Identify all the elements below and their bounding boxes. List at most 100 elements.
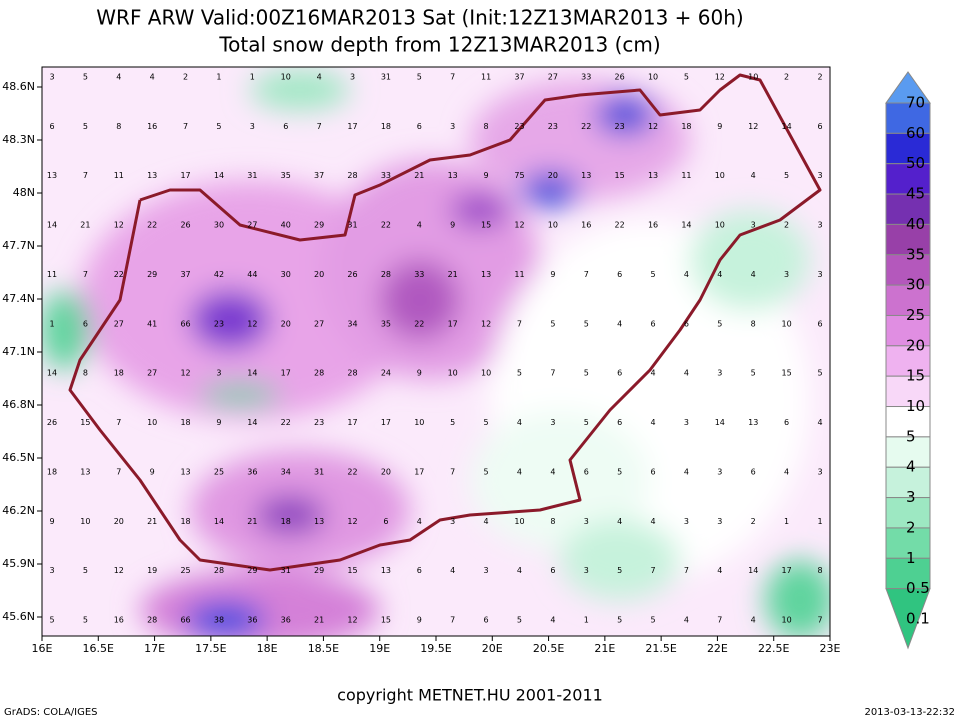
grid-value: 8 <box>484 122 489 131</box>
grid-value: 6 <box>383 517 388 526</box>
grid-value: 44 <box>247 270 257 279</box>
y-tick-label: 48.6N <box>2 80 35 93</box>
grid-value: 4 <box>751 171 756 180</box>
grid-value: 22 <box>147 221 157 230</box>
grid-value: 13 <box>481 270 491 279</box>
grid-value: 5 <box>684 73 689 82</box>
grid-value: 17 <box>414 467 424 476</box>
colorbar-arrow <box>885 588 931 650</box>
grid-value: 7 <box>116 418 121 427</box>
grid-value: 10 <box>281 73 291 82</box>
colorbar-box <box>885 284 931 316</box>
grid-value: 18 <box>381 122 391 131</box>
grid-value: 5 <box>484 467 489 476</box>
grid-value: 5 <box>517 369 522 378</box>
grid-value: 5 <box>517 616 522 625</box>
grid-value: 10 <box>147 418 157 427</box>
grid-value: 28 <box>314 369 324 378</box>
grid-value: 18 <box>114 369 124 378</box>
grid-value: 21 <box>80 221 90 230</box>
grid-value: 7 <box>450 616 455 625</box>
grid-value: 9 <box>450 221 455 230</box>
y-tick-label: 45.9N <box>2 557 35 570</box>
grid-value: 20 <box>281 319 291 328</box>
timestamp: 2013-03-13-22:32 <box>864 707 955 718</box>
grid-value: 28 <box>347 171 357 180</box>
grid-value: 10 <box>648 73 658 82</box>
grid-value: 18 <box>180 517 190 526</box>
grid-value: 42 <box>214 270 224 279</box>
grid-values: 3 5 4 4 2 1 1 10 4 3 31 5 7 11 37 27 33 26 10 5 12 10 2 26 5 8 16 7… <box>47 73 823 625</box>
grid-value: 15 <box>481 221 491 230</box>
grid-value: 13 <box>180 467 190 476</box>
grid-value: 5 <box>450 418 455 427</box>
grid-value: 14 <box>47 369 57 378</box>
country-border <box>68 73 822 572</box>
grid-value: 3 <box>817 270 822 279</box>
grid-value: 6 <box>784 418 789 427</box>
grid-value: 27 <box>114 319 124 328</box>
grid-value: 17 <box>281 369 291 378</box>
grid-value: 16 <box>114 616 124 625</box>
grid-value: 4 <box>550 616 555 625</box>
grid-value: 7 <box>83 270 88 279</box>
grid-value: 3 <box>250 122 255 131</box>
grid-value: 6 <box>417 122 422 131</box>
grid-value: 23 <box>514 122 524 131</box>
grid-value: 25 <box>214 467 224 476</box>
colorbar-box <box>885 557 931 590</box>
grid-value: 14 <box>681 221 691 230</box>
map-field: 3 5 4 4 2 1 1 10 4 3 31 5 7 11 37 27 33 26 10 5 12 10 2 26 5 8 16 7… <box>42 67 830 636</box>
grid-value: 4 <box>650 418 655 427</box>
grid-value: 3 <box>484 566 489 575</box>
x-tick-label: 21.5E <box>645 642 676 655</box>
grid-value: 12 <box>748 122 758 131</box>
grid-value: 33 <box>414 270 424 279</box>
x-tick-label: 21E <box>594 642 615 655</box>
grid-value: 1 <box>784 517 789 526</box>
grid-value: 18 <box>681 122 691 131</box>
grid-value: 7 <box>450 73 455 82</box>
colorbar-box <box>885 163 931 195</box>
grid-value: 28 <box>147 616 157 625</box>
grid-value: 18 <box>47 467 57 476</box>
grid-value: 4 <box>150 73 155 82</box>
grid-value: 3 <box>49 73 54 82</box>
y-tick-label: 46.8N <box>2 398 35 411</box>
grid-value: 11 <box>514 270 524 279</box>
grid-value: 4 <box>684 270 689 279</box>
colorbar-label: 0.5 <box>906 579 930 597</box>
grid-value: 14 <box>247 418 257 427</box>
grid-value: 12 <box>114 566 124 575</box>
colorbar-label: 1 <box>906 549 916 567</box>
grid-value: 21 <box>448 270 458 279</box>
x-tick-label: 16E <box>32 642 53 655</box>
colorbar-label: 35 <box>906 245 925 263</box>
grid-value: 12 <box>481 319 491 328</box>
grid-value: 22 <box>414 319 424 328</box>
grid-value: 29 <box>314 221 324 230</box>
grid-value: 31 <box>314 467 324 476</box>
grid-value: 17 <box>347 122 357 131</box>
grid-value: 20 <box>114 517 124 526</box>
grid-value: 23 <box>214 319 224 328</box>
grid-value: 3 <box>784 270 789 279</box>
grid-value: 5 <box>584 418 589 427</box>
grid-value: 10 <box>481 369 491 378</box>
grid-value: 3 <box>684 418 689 427</box>
grid-value: 3 <box>450 122 455 131</box>
grid-value: 8 <box>817 566 822 575</box>
grid-value: 1 <box>584 616 589 625</box>
grid-value: 75 <box>514 171 524 180</box>
grid-value: 11 <box>114 171 124 180</box>
colorbar-label: 70 <box>906 94 925 112</box>
grid-value: 6 <box>417 566 422 575</box>
grid-value: 14 <box>247 369 257 378</box>
grid-value: 27 <box>314 319 324 328</box>
grid-value: 12 <box>514 221 524 230</box>
grid-value: 66 <box>180 319 190 328</box>
grid-value: 17 <box>782 566 792 575</box>
grid-value: 1 <box>216 73 221 82</box>
grid-value: 7 <box>717 616 722 625</box>
y-tick-label: 48N <box>13 186 35 199</box>
